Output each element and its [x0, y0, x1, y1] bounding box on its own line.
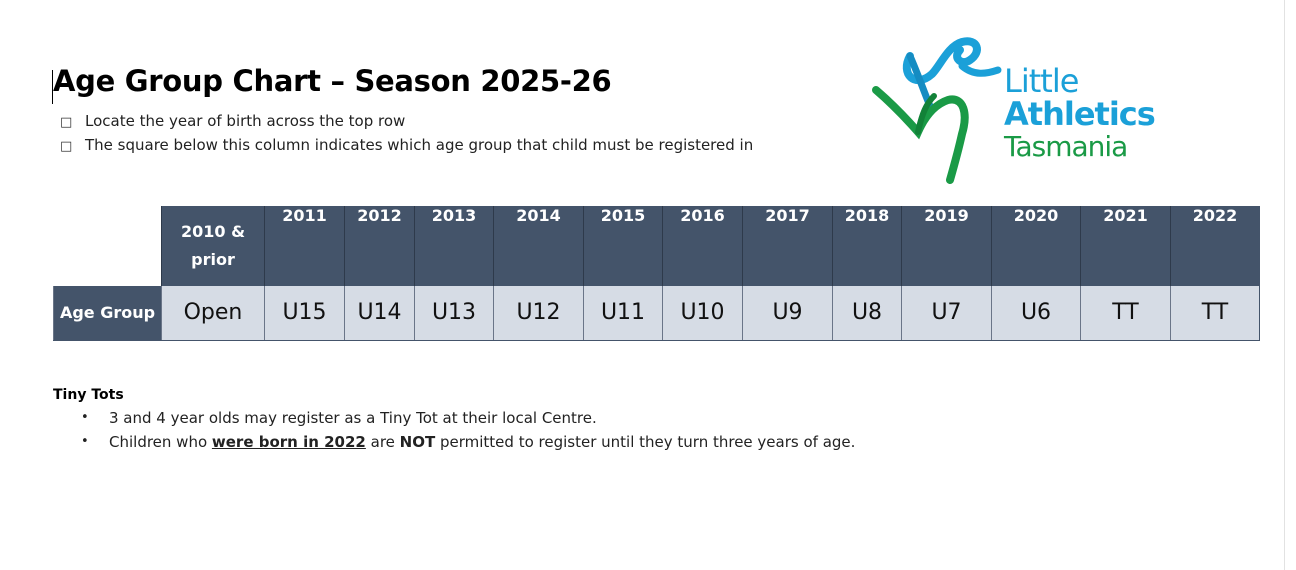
bullet-icon: • [81, 434, 89, 449]
year-header: 2011 [264, 206, 345, 286]
age-group-cell: U13 [414, 286, 494, 341]
year-header: 2018 [832, 206, 902, 286]
corner-cell [53, 206, 162, 286]
age-group-table: 2010 & prior 2011 2012 2013 2014 2015 201… [53, 206, 1260, 341]
birth-year-emphasis: were born in 2022 [211, 433, 366, 451]
not-emphasis: NOT [399, 433, 436, 451]
year-header: 2016 [662, 206, 743, 286]
intro-item: □ The square below this column indicates … [60, 135, 753, 159]
year-header: 2021 [1080, 206, 1171, 286]
age-group-cell: U12 [493, 286, 584, 341]
age-group-cell: TT [1170, 286, 1260, 341]
intro-text: Locate the year of birth across the top … [85, 112, 406, 130]
year-header: 2012 [344, 206, 415, 286]
little-athletics-logo: Little Athletics Tasmania [870, 34, 1170, 186]
tiny-tots-list: • 3 and 4 year olds may register as a Tin… [53, 406, 855, 454]
square-bullet-icon: □ [60, 139, 73, 154]
age-group-cell: U11 [583, 286, 663, 341]
age-group-cell: U6 [991, 286, 1081, 341]
year-header: 2017 [742, 206, 833, 286]
year-header-line: 2010 & [180, 222, 246, 241]
bullet-icon: • [81, 410, 89, 425]
intro-list: □ Locate the year of birth across the top… [60, 111, 753, 159]
tiny-tots-text: Children who [109, 433, 212, 451]
year-header: 2013 [414, 206, 494, 286]
logo-line-1: Little [1004, 62, 1079, 100]
age-group-cell: U8 [832, 286, 902, 341]
year-row: 2010 & prior 2011 2012 2013 2014 2015 201… [53, 206, 1260, 286]
tiny-tots-section: Tiny Tots • 3 and 4 year olds may registe… [53, 384, 855, 454]
age-group-cell: U14 [344, 286, 415, 341]
tiny-tots-heading: Tiny Tots [53, 387, 124, 403]
intro-item: □ Locate the year of birth across the top… [60, 111, 753, 135]
age-group-cell: U7 [901, 286, 992, 341]
intro-text: The square below this column indicates w… [85, 136, 754, 154]
age-group-row: Age Group Open U15 U14 U13 U12 U11 U10 U… [53, 286, 1260, 341]
age-group-cell: TT [1080, 286, 1171, 341]
year-header-line: prior [191, 250, 235, 269]
age-group-cell: U10 [662, 286, 743, 341]
year-header: 2015 [583, 206, 663, 286]
year-header: 2022 [1170, 206, 1260, 286]
logo-line-2: Athletics [1004, 95, 1156, 133]
year-header: 2019 [901, 206, 992, 286]
age-group-cell: U15 [264, 286, 345, 341]
tiny-tots-item: • 3 and 4 year olds may register as a Tin… [53, 406, 855, 430]
age-group-cell: Open [161, 286, 265, 341]
tiny-tots-text: 3 and 4 year olds may register as a Tiny… [109, 409, 597, 427]
logo-line-3: Tasmania [1004, 130, 1128, 163]
page-edge [1284, 0, 1285, 570]
row-label: Age Group [53, 286, 162, 341]
tiny-tots-item: • Children who were born in 2022 are NOT … [53, 430, 855, 454]
tiny-tots-text: are [365, 433, 400, 451]
text-cursor [52, 70, 53, 104]
year-header: 2014 [493, 206, 584, 286]
year-header: 2010 & prior [161, 206, 265, 286]
year-header: 2020 [991, 206, 1081, 286]
tiny-tots-text: permitted to register until they turn th… [435, 433, 856, 451]
age-group-cell: U9 [742, 286, 833, 341]
runner-ribbon-icon [872, 37, 1002, 184]
page-title: Age Group Chart – Season 2025-26 [53, 64, 612, 98]
square-bullet-icon: □ [60, 115, 73, 130]
